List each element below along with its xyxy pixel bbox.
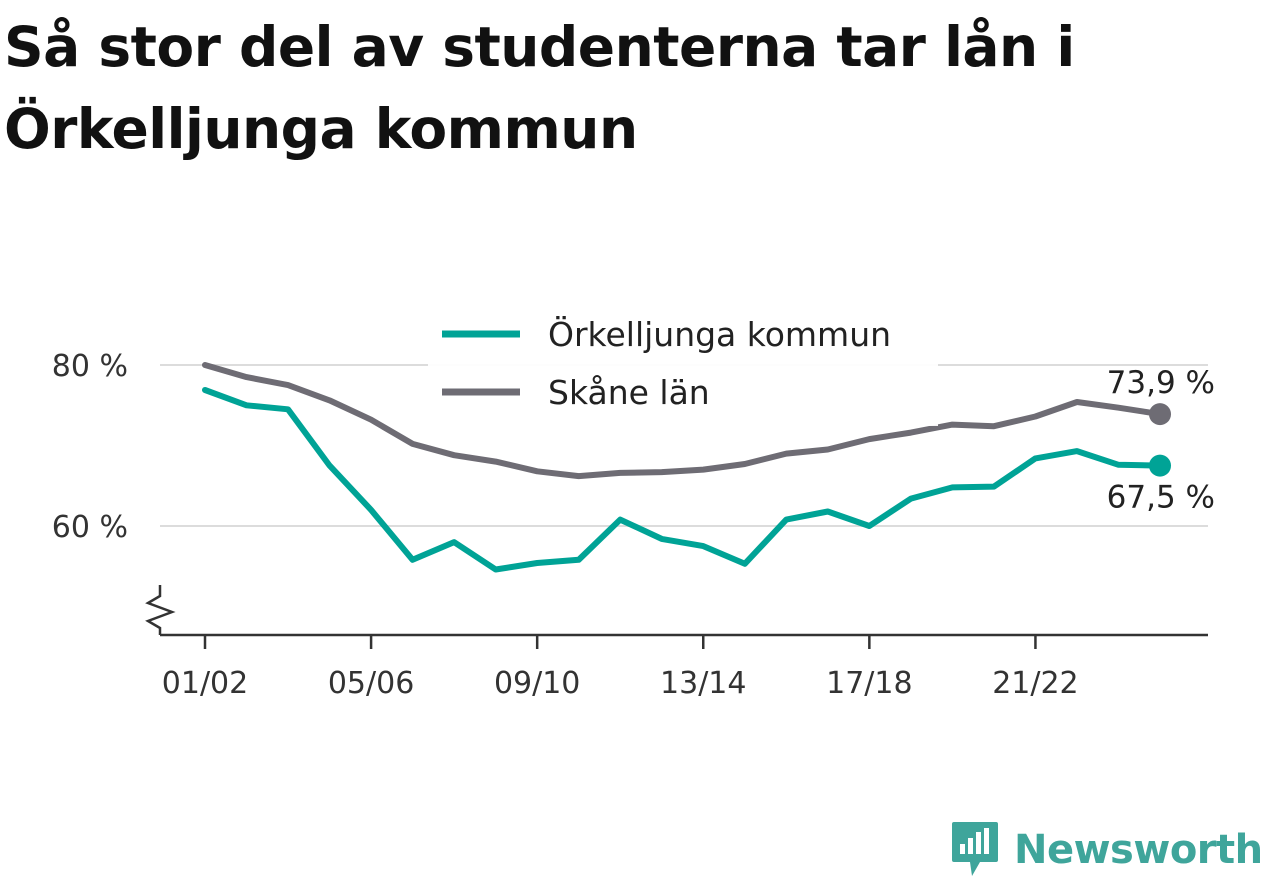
series-lines — [202, 362, 1171, 573]
axis-break-icon — [145, 585, 176, 635]
brand-name: Newsworthy — [1014, 827, 1262, 873]
brand-logo: Newsworthy — [950, 820, 1262, 880]
series-line — [202, 362, 1163, 480]
y-axis-labels: 80 % 60 % — [52, 349, 128, 545]
end-label-skane: 73,9 % — [1107, 365, 1215, 401]
x-tick-label: 13/14 — [660, 666, 746, 701]
end-label-orkelljunga: 67,5 % — [1107, 480, 1215, 516]
chart-title: Så stor del av studenterna tar lån i Örk… — [4, 15, 1075, 161]
legend-background — [428, 308, 938, 426]
series-end-marker — [1149, 403, 1171, 426]
x-tick-label: 09/10 — [494, 666, 580, 701]
legend-label: Skåne län — [548, 373, 710, 412]
legend-label: Örkelljunga kommun — [548, 314, 891, 354]
x-tick-label: 21/22 — [992, 666, 1078, 701]
x-axis: 01/02 05/06 09/10 13/14 17/18 21/22 — [145, 585, 1208, 701]
series-end-marker — [1149, 454, 1171, 477]
series-line — [202, 387, 1163, 573]
legend: Örkelljunga kommun Skåne län — [428, 308, 938, 426]
y-tick-label: 80 % — [52, 349, 128, 384]
newsworthy-logo-icon — [952, 822, 998, 876]
x-tick-label: 17/18 — [826, 666, 912, 701]
end-labels: 73,9 % 67,5 % — [1107, 365, 1215, 516]
x-tick-label: 05/06 — [328, 666, 414, 701]
x-tick-label: 01/02 — [162, 666, 248, 701]
y-tick-label: 60 % — [52, 510, 128, 545]
